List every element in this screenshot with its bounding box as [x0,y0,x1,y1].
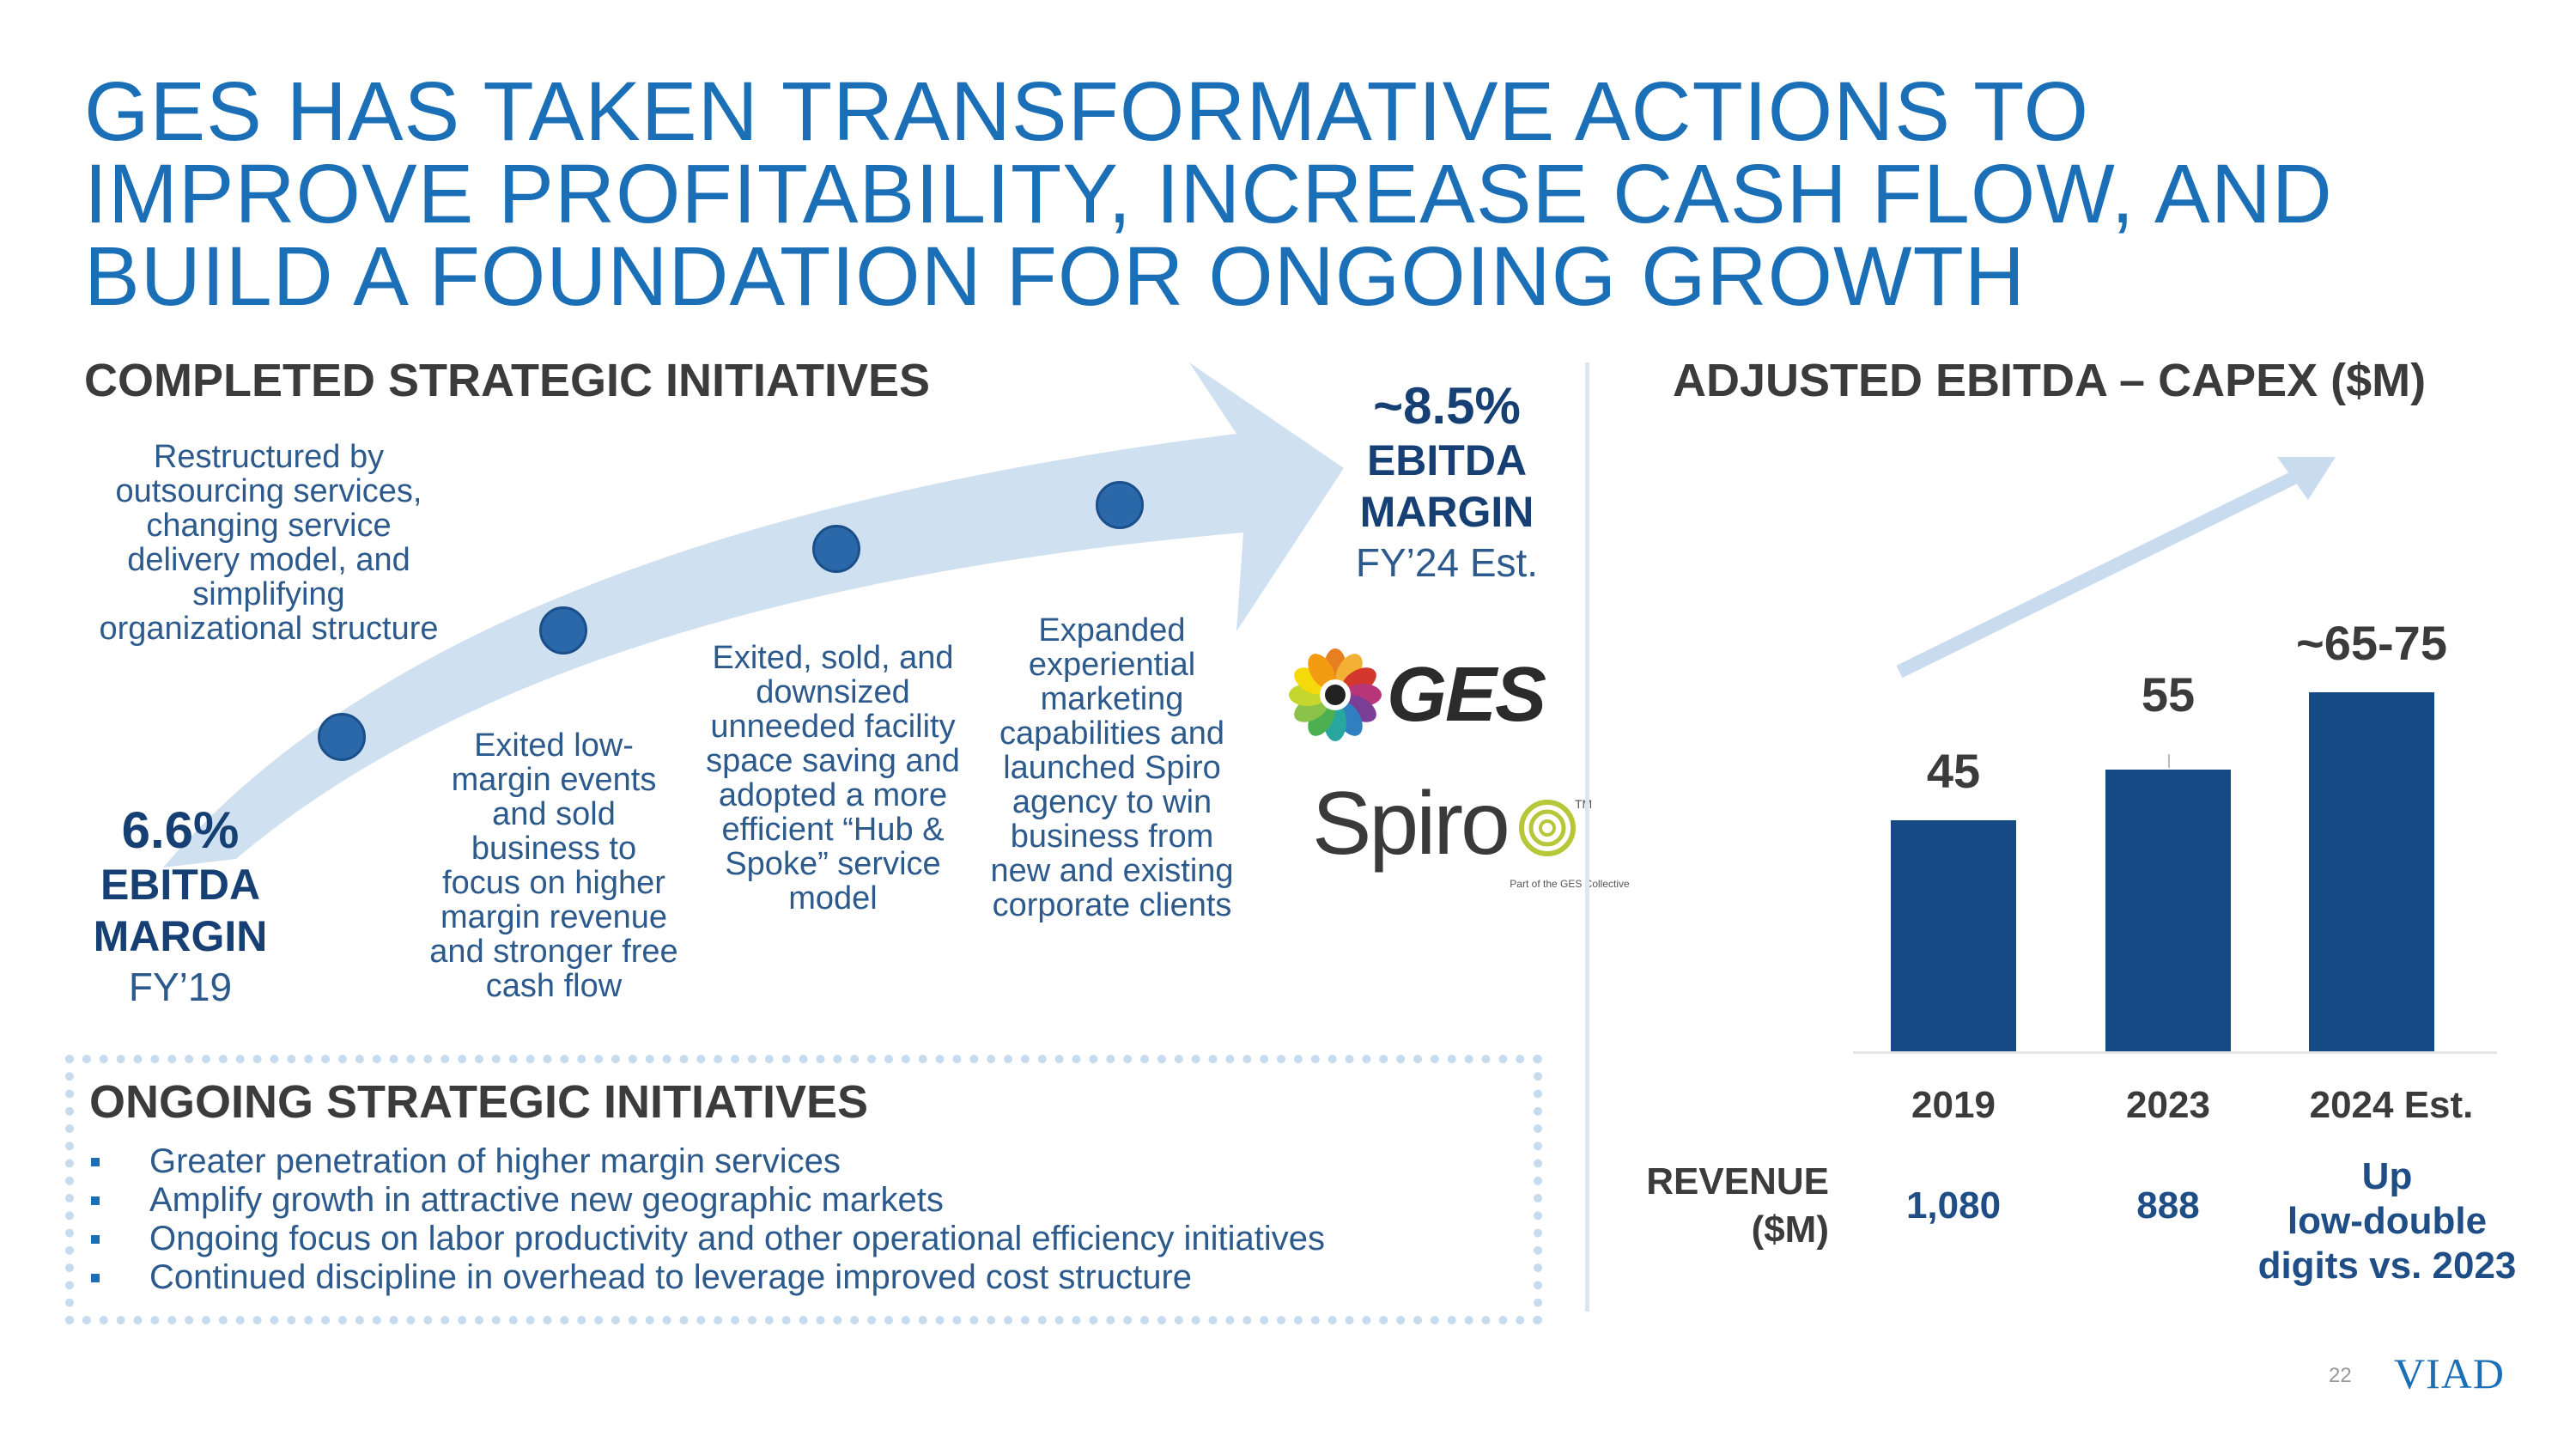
ongoing-bullet-1: Greater penetration of higher margin ser… [89,1142,1506,1181]
chart-baseline [1853,1051,2497,1054]
end-margin-block: ~8.5% EBITDA MARGIN FY’24 Est. [1331,378,1563,588]
value-label-2019: 45 [1926,744,1981,799]
trend-arrow [1896,457,2336,679]
section-divider [1585,362,1589,1312]
milestone-dot-1 [318,713,366,761]
category-2023: 2023 [2126,1084,2210,1126]
completed-initiatives-heading: COMPLETED STRATEGIC INITIATIVES [84,355,931,406]
revenue-2024-est: Up low-double digits vs. 2023 [2241,1154,2533,1288]
title-line-1: GES HAS TAKEN TRANSFORMATIVE ACTIONS TO [84,64,2090,158]
end-margin-label-1: EBITDA [1366,436,1528,484]
spiro-tagline: Part of the GES Collective [1510,878,1630,890]
ongoing-bullet-2: Amplify growth in attractive new geograp… [89,1181,1506,1220]
ges-logo: GES [1288,646,1546,749]
title-line-3: BUILD A FOUNDATION FOR ONGOING GROWTH [84,229,2026,323]
initiative-text-1: Restructured by outsourcing services, ch… [99,439,439,647]
revenue-label: REVENUE ($M) [1614,1158,1829,1254]
start-margin-value: 6.6% [121,801,240,859]
ges-logo-text: GES [1387,652,1546,738]
category-2019: 2019 [1911,1084,1996,1126]
milestone-dot-4 [1096,481,1144,529]
spiro-logo: Spiro Part of the GES Collective TM [1312,773,1630,890]
start-margin-label-1: EBITDA [100,861,261,909]
bar-2023 [2105,769,2231,1051]
ongoing-initiatives-list: Greater penetration of higher margin ser… [89,1142,1506,1297]
initiative-text-4: Expanded experiential marketing capabili… [990,612,1234,923]
bar-2024-est [2309,692,2434,1051]
page-number: 22 [2329,1364,2352,1387]
start-margin-period: FY’19 [128,965,233,1009]
end-margin-period: FY’24 Est. [1355,540,1539,585]
ongoing-initiatives-box [65,1055,1542,1324]
value-leader-2023 [2168,753,2170,768]
growth-arrow-shape [163,362,1344,868]
revenue-label-line-2: ($M) [1751,1209,1829,1251]
ongoing-initiatives-heading: ONGOING STRATEGIC INITIATIVES [89,1076,869,1128]
value-label-2023: 55 [2141,667,2196,721]
title-line-2: IMPROVE PROFITABILITY, INCREASE CASH FLO… [84,147,2333,240]
revenue-2024-line-1: Up [2361,1155,2413,1197]
milestone-dot-2 [539,606,587,654]
revenue-2024-line-2: low-double [2287,1200,2488,1242]
category-2024-est: 2024 Est. [2309,1084,2474,1126]
ebitda-capex-chart: 45 55 ~65-75 [1846,447,2499,1065]
trend-arrow-head [2277,457,2336,500]
initiative-text-2: Exited low-margin events and sold busine… [429,728,678,1004]
spiro-swirl-icon [1519,800,1576,856]
spiro-logo-text: Spiro [1312,774,1510,874]
viad-logo: VIAD [2394,1349,2505,1397]
start-margin-label-2: MARGIN [93,912,268,960]
milestone-dot-3 [812,525,860,573]
ongoing-bullet-3: Ongoing focus on labor productivity and … [89,1220,1506,1258]
spiro-trademark: TM [1575,797,1593,811]
revenue-label-line-1: REVENUE [1646,1160,1829,1202]
initiative-text-3: Exited, sold, and downsized unneeded fac… [706,640,960,916]
bar-2019 [1891,820,2016,1051]
revenue-2024-line-3: digits vs. 2023 [2257,1245,2517,1287]
end-margin-value: ~8.5% [1373,377,1521,435]
ges-flower-icon [1289,648,1382,741]
revenue-2019: 1,080 [1905,1184,2002,1227]
start-margin-block: 6.6% EBITDA MARGIN FY’19 [77,802,283,1012]
page-title: GES HAS TAKEN TRANSFORMATIVE ACTIONS TO … [84,70,2540,318]
revenue-2023: 888 [2136,1184,2200,1227]
ongoing-bullet-4: Continued discipline in overhead to leve… [89,1258,1506,1297]
end-margin-label-2: MARGIN [1359,488,1534,536]
value-label-2024-est: ~65-75 [2296,616,2447,671]
chart-title: ADJUSTED EBITDA – CAPEX ($M) [1673,355,2427,406]
